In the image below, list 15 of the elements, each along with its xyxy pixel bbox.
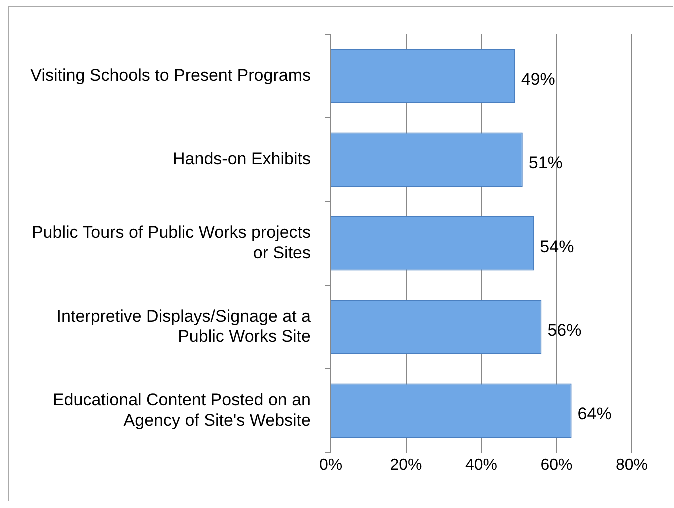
x-tick-label: 20% (390, 456, 422, 474)
y-tick-label: Public Tours of Public Works projects or Sites (32, 223, 311, 262)
data-label: 51% (528, 154, 563, 173)
data-label: 56% (548, 320, 582, 340)
x-tick-label: 0% (319, 456, 343, 474)
y-tick-label: Visiting Schools to Present Programs (30, 66, 311, 85)
x-tick-label: 40% (465, 456, 498, 474)
y-tick-label: Hands-on Exhibits (173, 150, 311, 169)
x-tick-label: 80% (616, 456, 648, 474)
data-label: 64% (578, 404, 612, 424)
y-tick-label: Educational Content Posted on an Agency of Site's Website (52, 390, 311, 430)
data-label: 54% (540, 237, 574, 256)
x-tick-label: 60% (540, 456, 573, 474)
data-label: 49% (521, 70, 556, 89)
y-tick-label: Interpretive Displays/Signage at a Public Works Site (56, 306, 312, 346)
